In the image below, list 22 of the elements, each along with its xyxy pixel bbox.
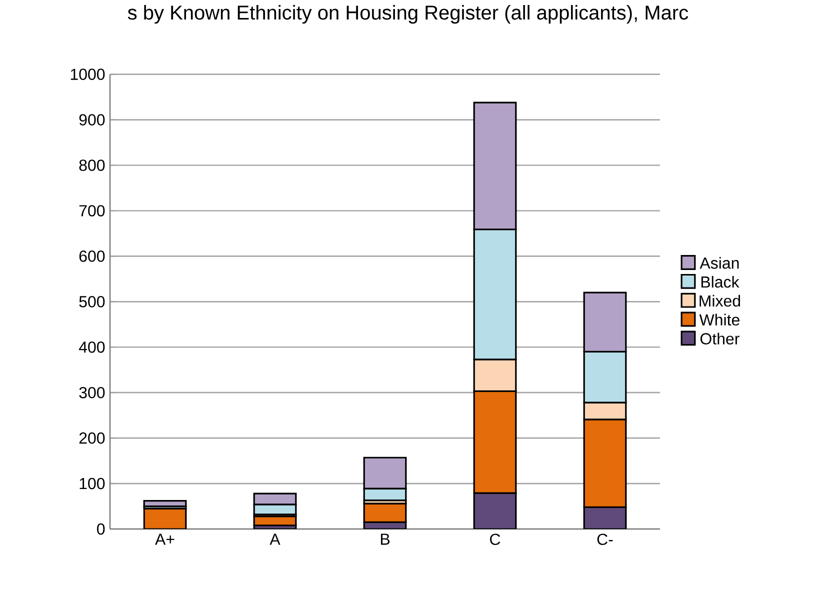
y-tick-label: 100	[80, 478, 105, 490]
legend-label: Asian	[700, 257, 739, 269]
chart-title: s by Known Ethnicity on Housing Register (all applicants), Marc	[128, 5, 688, 24]
x-tick-label: A+	[155, 534, 174, 545]
x-tick-label: A	[270, 534, 280, 545]
y-tick-label: 900	[79, 114, 105, 126]
legend-label: Mixed	[700, 294, 740, 307]
y-tick-label: 600	[79, 250, 105, 262]
y-tick-label: 0	[97, 523, 105, 535]
legend-label: Black	[701, 276, 740, 288]
y-tick-label: 800	[79, 160, 105, 171]
y-tick-label: 500	[79, 296, 105, 308]
y-tick-label: 1000	[70, 68, 105, 80]
x-tick-label: B	[380, 534, 390, 545]
legend-label: Other	[700, 332, 740, 344]
y-tick-label: 700	[79, 205, 105, 216]
x-tick-label: C	[490, 534, 500, 546]
x-tick-label: C-	[597, 534, 613, 546]
y-tick-label: 300	[79, 386, 105, 398]
legend-label: White	[699, 314, 740, 326]
y-tick-label: 400	[78, 341, 105, 353]
y-tick-label: 200	[79, 432, 105, 444]
